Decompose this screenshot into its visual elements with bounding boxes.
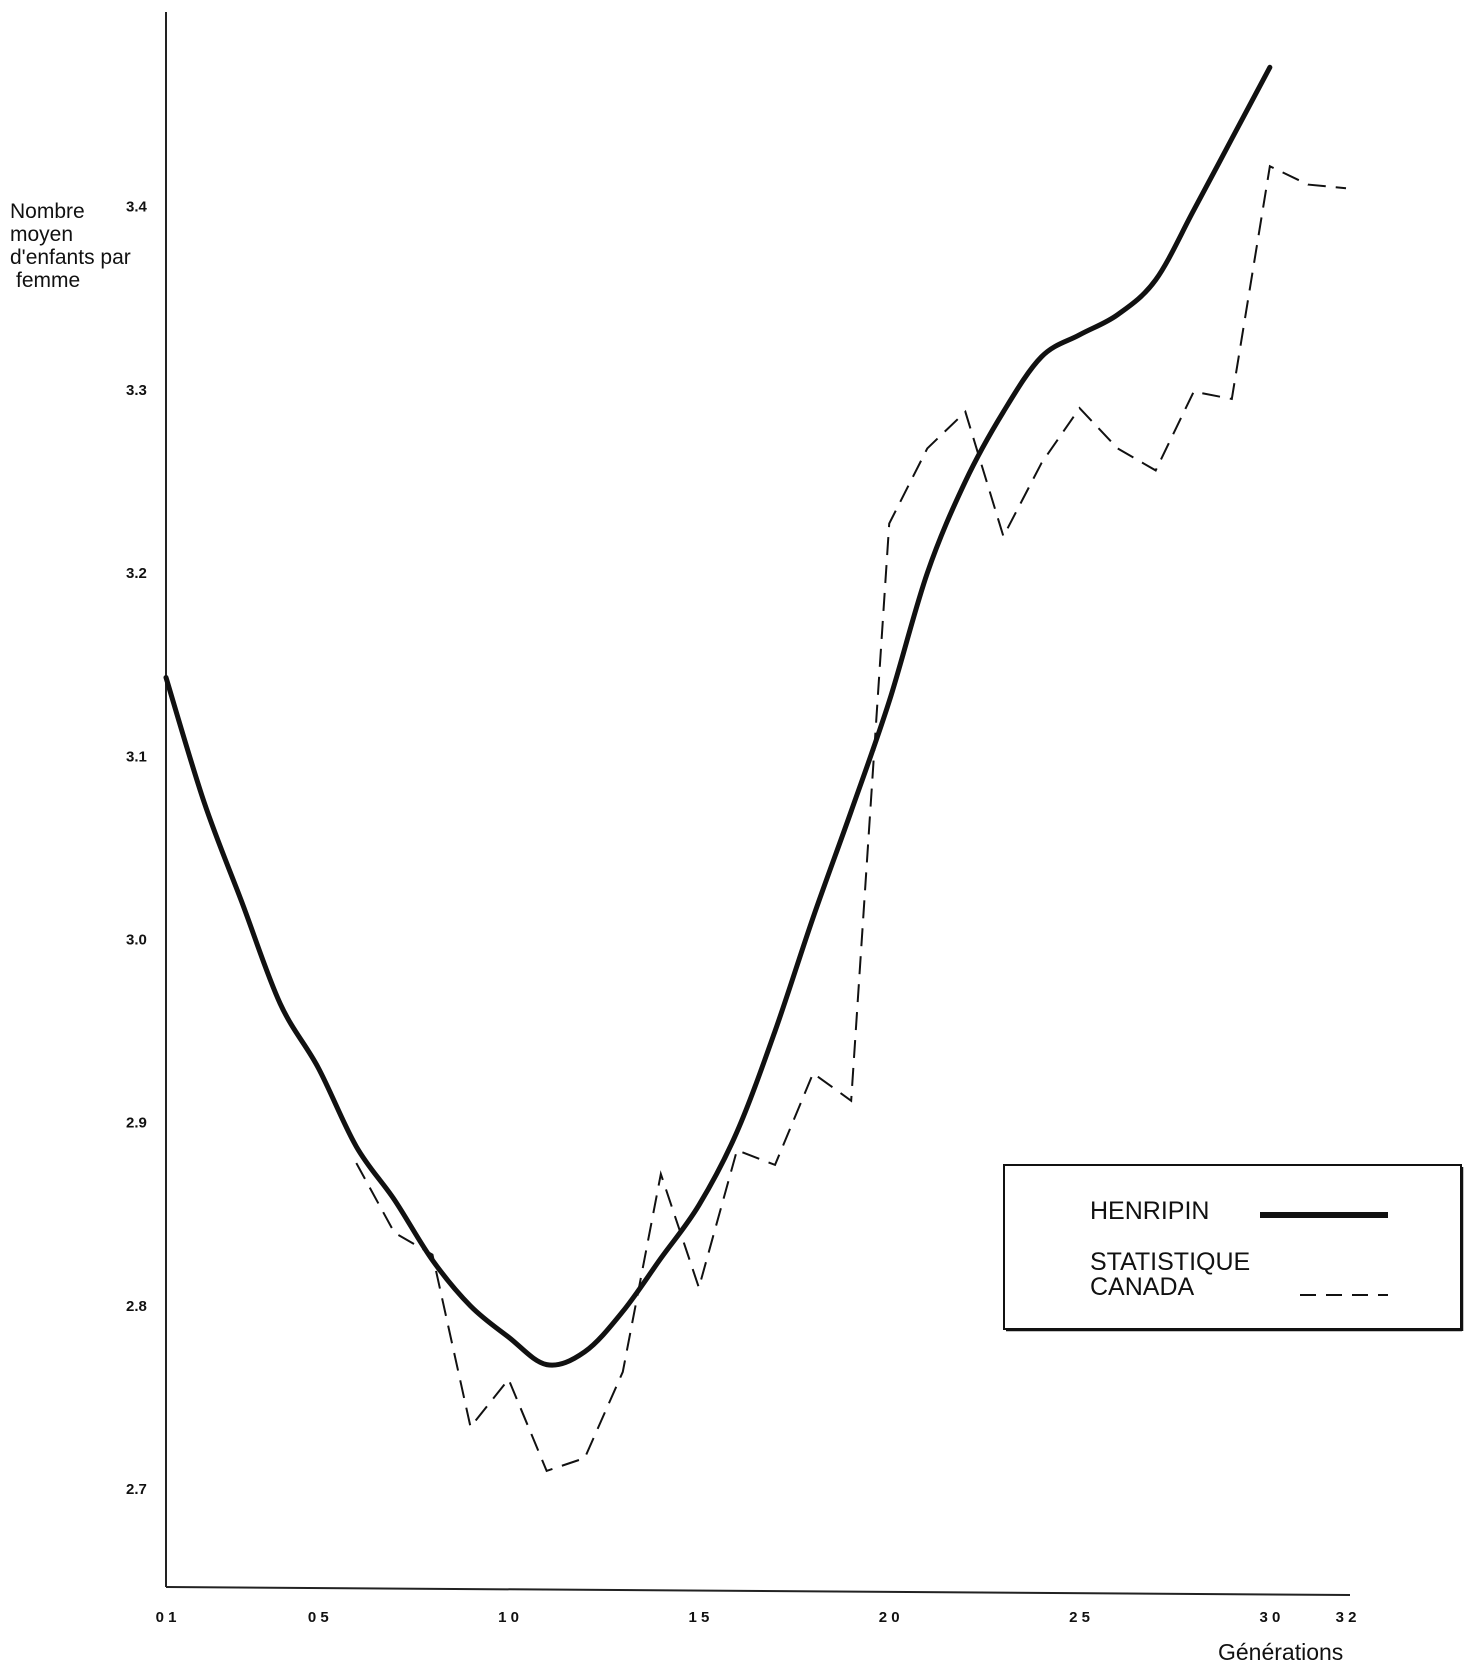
axes [165,12,1351,1596]
x-tick-label: 3 0 [1259,1609,1280,1626]
y-tick-label: 2.7 [126,1481,147,1498]
legend-label-line: STATISTIQUE [1090,1248,1250,1276]
series-line-henripin [163,64,1273,1368]
x-tick-label: 0 5 [308,1609,329,1626]
y-tick-label: 3.1 [126,748,147,765]
series-layer [163,64,1347,1473]
x-axis-label: Générations [1218,1639,1343,1664]
x-tick-label: 0 1 [156,1609,177,1626]
y-tick-label: 3.3 [126,382,147,399]
x-tick-label: 3 2 [1336,1609,1357,1626]
x-tick-label: 1 0 [498,1609,519,1626]
y-axis-label-line: moyen [10,223,73,246]
x-tick-label: 1 5 [688,1609,709,1626]
y-tick-label: 3.0 [126,932,147,949]
y-tick-labels: 2.7 2.8 2.9 3.0 3.1 3.2 3.3 3.4 [126,199,148,1499]
legend-label-statistique-canada: STATISTIQUE CANADA [1090,1248,1257,1301]
y-tick-label: 2.9 [126,1115,147,1132]
legend: HENRIPIN STATISTIQUE CANADA [1003,1164,1464,1332]
x-axis [165,1586,1351,1596]
legend-label-line: CANADA [1090,1273,1195,1301]
y-axis-label-line: Nombre [10,200,85,223]
legend-box [1003,1164,1462,1330]
y-axis-label-line: d'enfants par [10,246,131,269]
x-tick-label: 2 5 [1069,1609,1090,1626]
series-line-statistique-canada [355,164,1347,1473]
y-tick-label: 3.4 [126,199,148,216]
y-axis-label-line: femme [16,269,80,292]
y-tick-label: 3.2 [126,565,147,582]
legend-label-henripin: HENRIPIN [1090,1197,1209,1225]
x-tick-label: 2 0 [879,1609,900,1626]
y-tick-label: 2.8 [126,1298,147,1315]
